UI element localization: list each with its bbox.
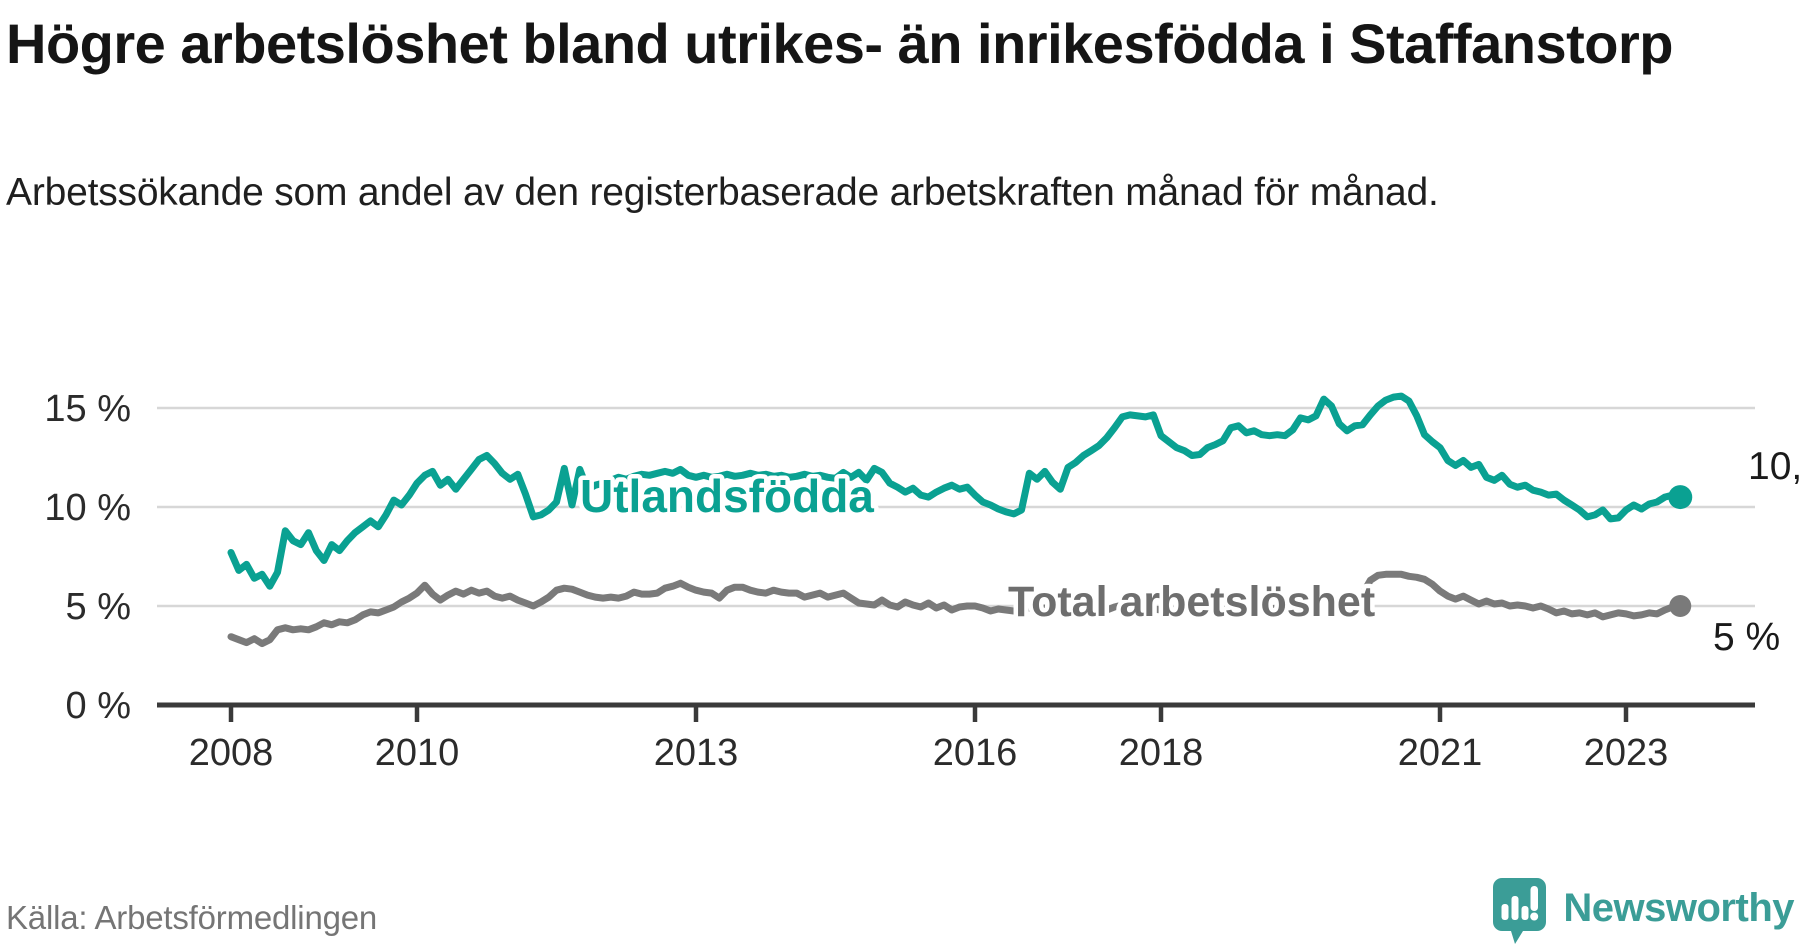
- y-tick-label-0: 0 %: [66, 685, 131, 727]
- x-tick-label-2013: 2013: [654, 732, 739, 774]
- newsworthy-logo-text: Newsworthy: [1563, 885, 1794, 930]
- chart-subtitle: Arbetssökande som andel av den registerb…: [6, 171, 1439, 214]
- newsworthy-logo-icon: [1493, 878, 1547, 944]
- x-tick-label-2021: 2021: [1398, 732, 1483, 774]
- utlandsfodda-line: [227, 392, 1684, 590]
- y-tick-label-15: 15 %: [44, 388, 131, 430]
- x-tick-label-2008: 2008: [189, 732, 274, 774]
- y-tick-label-10: 10 %: [44, 487, 131, 529]
- x-tick-label-2023: 2023: [1584, 732, 1669, 774]
- page-title: Högre arbetslöshet bland utrikes- än inr…: [6, 12, 1673, 75]
- newsworthy-logo: Newsworthy: [1493, 878, 1794, 944]
- x-tick-label-2010: 2010: [375, 732, 460, 774]
- utlandsfodda-end-value-label: 10,5 %: [1748, 445, 1800, 488]
- total-series-label: Total arbetslöshet: [1008, 578, 1375, 626]
- utlandsfodda-end-dot: [1668, 485, 1693, 510]
- y-tick-label-5: 5 %: [66, 586, 131, 628]
- x-tick-label-2016: 2016: [933, 732, 1018, 774]
- total-end-dot: [1669, 595, 1692, 617]
- utlandsfodda-series-label: Utlandsfödda: [580, 470, 874, 522]
- source-note: Källa: Arbetsförmedlingen: [6, 899, 378, 936]
- x-tick-label-2018: 2018: [1119, 732, 1204, 774]
- total-arbetsloshet-line: [227, 570, 1684, 648]
- total-end-value-label: 5 %: [1713, 616, 1780, 659]
